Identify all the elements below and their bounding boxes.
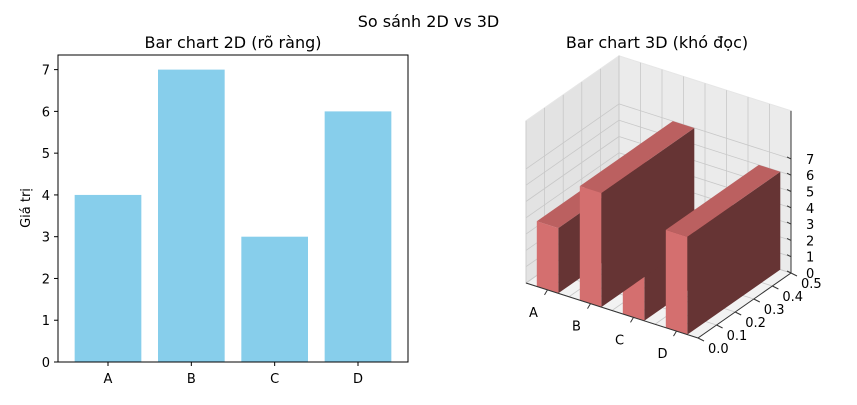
z-tick xyxy=(786,172,792,176)
y-tick-label: 0.1 xyxy=(727,329,748,344)
bar-top-face xyxy=(665,164,781,237)
y-tick-label: 0.0 xyxy=(708,342,729,357)
figure-title: So sánh 2D vs 3D xyxy=(357,12,500,31)
z-tick-label: 1 xyxy=(806,251,814,266)
y-tick-label: 0.4 xyxy=(782,290,803,305)
bar-C xyxy=(241,236,308,362)
bar-chart-2d: Bar chart 2D (rõ ràng) Giá trị A B C D 0 1 2 3 4… xyxy=(19,33,409,387)
x-tick xyxy=(544,289,548,296)
grid-line xyxy=(525,136,620,202)
bar-front-face xyxy=(665,229,688,335)
chart-3d-title: Bar chart 3D (khó đọc) xyxy=(566,33,748,52)
y-tick-label: 2 xyxy=(42,272,50,287)
z-tick-label: 6 xyxy=(806,169,814,184)
z-tick xyxy=(786,254,792,258)
bar-D xyxy=(665,164,781,335)
plot-frame xyxy=(57,54,409,363)
y-tick xyxy=(753,298,761,303)
bar-B xyxy=(158,69,225,362)
chart-2d-title: Bar chart 2D (rõ ràng) xyxy=(145,33,322,52)
y-tick-label: 0.5 xyxy=(801,277,822,292)
y-tick xyxy=(790,272,798,277)
grid-line xyxy=(525,103,620,170)
y-tick-label: 1 xyxy=(42,314,50,329)
grid-line xyxy=(618,103,792,160)
bar-B xyxy=(579,121,695,308)
grid-line xyxy=(618,119,792,176)
y-tick-label: 7 xyxy=(42,64,50,79)
z-tick xyxy=(786,189,792,192)
y-tick-label: 0 xyxy=(42,356,50,371)
grid-line xyxy=(525,152,620,219)
z-tick-label: 5 xyxy=(806,186,814,201)
grid-line xyxy=(525,119,620,186)
z-tick xyxy=(786,237,792,241)
z-tick xyxy=(786,156,792,160)
y-tick-label: 4 xyxy=(42,189,50,204)
x-tick xyxy=(587,303,591,309)
bar-A xyxy=(74,194,142,362)
x-tick-label: C xyxy=(615,333,624,348)
x-tick-label: D xyxy=(657,347,667,362)
bar-side-face xyxy=(687,171,781,335)
x-tick xyxy=(630,317,634,323)
x-tick-label: A xyxy=(529,306,538,321)
bar-D xyxy=(324,111,392,362)
y-tick xyxy=(772,285,779,290)
bar-side-face xyxy=(601,128,695,308)
y-axis-label: Giá trị xyxy=(19,188,34,228)
x-axis-line xyxy=(525,282,699,339)
y-tick xyxy=(697,337,705,342)
z-tick-label: 0 xyxy=(806,267,814,282)
y-tick xyxy=(716,324,723,329)
z-tick-label: 2 xyxy=(806,234,814,249)
y-tick-label: 0.2 xyxy=(745,316,766,331)
x-tick xyxy=(673,330,677,337)
y-tick-label: 6 xyxy=(42,105,50,120)
y-tick-label: 5 xyxy=(42,147,50,162)
bar-top-face xyxy=(579,121,695,193)
z-tick-label: 4 xyxy=(806,202,814,217)
z-tick xyxy=(786,221,792,225)
x-tick-label: D xyxy=(353,372,363,387)
z-tick-label: 3 xyxy=(806,218,814,233)
z-tick-label: 7 xyxy=(806,153,814,168)
z-tick xyxy=(786,205,792,209)
x-tick-label: B xyxy=(187,372,196,387)
z-tick xyxy=(786,270,792,274)
y-tick xyxy=(734,311,742,316)
bar-front-face xyxy=(536,221,559,294)
bar-front-face xyxy=(579,186,602,308)
x-tick-label: C xyxy=(270,372,279,387)
y-axis-line xyxy=(697,272,792,339)
x-tick-label: B xyxy=(572,320,581,335)
y-tick-label: 3 xyxy=(42,231,50,246)
y-tick-label: 0.3 xyxy=(764,303,785,318)
x-tick-label: A xyxy=(104,372,113,387)
